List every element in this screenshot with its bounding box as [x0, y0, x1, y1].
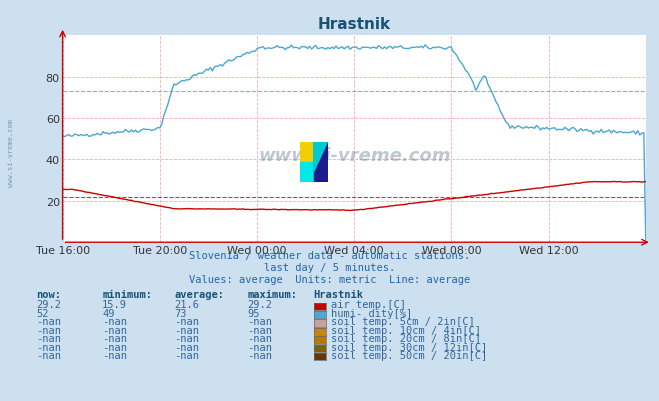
Text: soil temp. 20cm / 8in[C]: soil temp. 20cm / 8in[C] — [331, 333, 481, 343]
Text: 95: 95 — [247, 308, 260, 318]
Text: 52: 52 — [36, 308, 49, 318]
Text: -nan: -nan — [36, 342, 61, 352]
Text: -nan: -nan — [175, 325, 200, 335]
Polygon shape — [314, 142, 328, 172]
Text: www.si-vreme.com: www.si-vreme.com — [8, 118, 14, 186]
Text: -nan: -nan — [175, 342, 200, 352]
Text: -nan: -nan — [247, 316, 272, 326]
Text: 15.9: 15.9 — [102, 300, 127, 310]
Text: Hrastnik: Hrastnik — [313, 290, 363, 300]
Text: -nan: -nan — [247, 325, 272, 335]
Text: humi- dity[%]: humi- dity[%] — [331, 308, 412, 318]
Text: air temp.[C]: air temp.[C] — [331, 300, 406, 310]
Text: -nan: -nan — [36, 333, 61, 343]
Text: Slovenia / weather data - automatic stations.: Slovenia / weather data - automatic stat… — [189, 251, 470, 261]
Text: 49: 49 — [102, 308, 115, 318]
Text: -nan: -nan — [102, 333, 127, 343]
Text: 21.6: 21.6 — [175, 300, 200, 310]
Text: -nan: -nan — [175, 333, 200, 343]
Text: 29.2: 29.2 — [36, 300, 61, 310]
Text: soil temp. 5cm / 2in[C]: soil temp. 5cm / 2in[C] — [331, 316, 474, 326]
Text: maximum:: maximum: — [247, 290, 297, 300]
Text: 29.2: 29.2 — [247, 300, 272, 310]
Text: -nan: -nan — [36, 325, 61, 335]
Text: -nan: -nan — [102, 316, 127, 326]
Text: -nan: -nan — [247, 342, 272, 352]
Text: -nan: -nan — [102, 325, 127, 335]
Text: last day / 5 minutes.: last day / 5 minutes. — [264, 263, 395, 273]
Text: now:: now: — [36, 290, 61, 300]
Text: -nan: -nan — [102, 342, 127, 352]
Text: -nan: -nan — [175, 316, 200, 326]
Bar — [300, 142, 314, 162]
Text: -nan: -nan — [247, 350, 272, 360]
Text: average:: average: — [175, 290, 225, 300]
Title: Hrastnik: Hrastnik — [318, 17, 391, 32]
Text: soil temp. 10cm / 4in[C]: soil temp. 10cm / 4in[C] — [331, 325, 481, 335]
Text: www.si-vreme.com: www.si-vreme.com — [258, 147, 451, 165]
Text: -nan: -nan — [175, 350, 200, 360]
Text: soil temp. 50cm / 20in[C]: soil temp. 50cm / 20in[C] — [331, 350, 487, 360]
Text: -nan: -nan — [247, 333, 272, 343]
Text: minimum:: minimum: — [102, 290, 152, 300]
Text: soil temp. 30cm / 12in[C]: soil temp. 30cm / 12in[C] — [331, 342, 487, 352]
Bar — [314, 142, 328, 182]
Text: Values: average  Units: metric  Line: average: Values: average Units: metric Line: aver… — [189, 275, 470, 285]
Text: -nan: -nan — [36, 350, 61, 360]
Text: 73: 73 — [175, 308, 187, 318]
Bar — [300, 162, 314, 182]
Text: -nan: -nan — [102, 350, 127, 360]
Text: -nan: -nan — [36, 316, 61, 326]
